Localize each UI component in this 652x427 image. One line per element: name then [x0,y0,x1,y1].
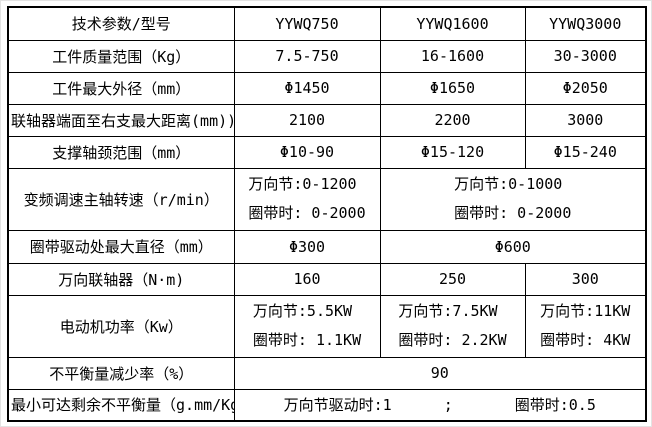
row-motor-power: 电动机功率（Kw） 万向节:5.5KW 圈带时: 1.1KW 万向节:7.5KW… [7,294,647,358]
spec-value: 2100 [233,103,381,137]
spec-value: Φ2050 [524,71,647,105]
spec-value: Φ10-90 [233,135,381,169]
spec-line-universal-joint: 万向节:11KW [540,302,631,320]
row-label: 支撑轴颈范围（mm） [7,135,235,169]
spec-value: 16-1600 [379,39,526,73]
row-unbalance-reduction: 不平衡量减少率（%） 90 [7,356,647,390]
header-model-yywq750: YYWQ750 [233,6,381,41]
spec-value-dual-merged: 万向节:0-1000 圈带时: 0-2000 [379,167,647,231]
row-label: 工件质量范围（Kg） [7,39,235,73]
header-model-yywq1600: YYWQ1600 [379,6,526,41]
row-label: 变频调速主轴转速（r/min） [7,167,235,231]
row-residual-unbalance: 最小可达剩余不平衡量（g.mm/Kg） 万向节驱动时:1 ; 圈带时:0.5 [7,388,647,422]
spec-line-belt: 圈带时: 0-2000 [454,204,572,222]
spec-value: 2200 [379,103,526,137]
row-journal-range: 支撑轴颈范围（mm） Φ10-90 Φ15-120 Φ15-240 [7,135,647,169]
spec-value: 160 [233,262,381,296]
technical-parameters-table: 技术参数/型号 YYWQ750 YYWQ1600 YYWQ3000 工件质量范围… [7,6,647,422]
spec-line-belt: 圈带时: 0-2000 [248,204,366,222]
row-label: 不平衡量减少率（%） [7,356,235,390]
value-separator: ; [443,395,453,414]
spec-line-universal-joint: 万向节:0-1000 [454,175,563,193]
spec-value: Φ15-240 [524,135,647,169]
row-label: 圈带驱动处最大直径（mm） [7,229,235,264]
row-coupling-distance: 联轴器端面至右支最大距离(mm)) 2100 2200 3000 [7,103,647,137]
spec-line-universal-joint: 万向节:7.5KW [398,302,498,320]
row-universal-coupling: 万向联轴器（N·m) 160 250 300 [7,262,647,296]
spec-universal-drive-value: 万向节驱动时:1 [283,396,392,415]
spec-value-dual: 万向节:11KW 圈带时: 4KW [524,294,647,358]
spec-value: 30-3000 [524,39,647,73]
spec-value: 300 [524,262,647,296]
row-label: 电动机功率（Kw） [7,294,235,358]
row-label: 联轴器端面至右支最大距离(mm)) [7,103,235,137]
row-label: 万向联轴器（N·m) [7,262,235,296]
row-mass-range: 工件质量范围（Kg） 7.5-750 16-1600 30-3000 [7,39,647,73]
spec-belt-value: 圈带时:0.5 [514,396,596,415]
header-param-title: 技术参数/型号 [7,6,235,41]
row-belt-drive-diameter: 圈带驱动处最大直径（mm） Φ300 Φ600 [7,229,647,264]
spec-value-merged: Φ600 [379,229,647,264]
spec-line-universal-joint: 万向节:0-1200 [248,175,357,193]
spec-line-belt: 圈带时: 1.1KW [252,331,362,349]
row-label: 最小可达剩余不平衡量（g.mm/Kg） [7,388,235,422]
row-max-outer-diameter: 工件最大外径（mm） Φ1450 Φ1650 Φ2050 [7,71,647,105]
spec-value-dual: 万向节:7.5KW 圈带时: 2.2KW [379,294,526,358]
spec-value: Φ1650 [379,71,526,105]
table-header-row: 技术参数/型号 YYWQ750 YYWQ1600 YYWQ3000 [7,6,647,41]
spec-value: 250 [379,262,526,296]
spec-value: 3000 [524,103,647,137]
spec-value-dual: 万向节:0-1200 圈带时: 0-2000 [233,167,381,231]
spec-value-dual: 万向节:5.5KW 圈带时: 1.1KW [233,294,381,358]
spec-line-belt: 圈带时: 4KW [540,331,631,349]
spec-value: Φ15-120 [379,135,526,169]
row-spindle-speed: 变频调速主轴转速（r/min） 万向节:0-1200 圈带时: 0-2000 万… [7,167,647,231]
spec-value-merged: 90 [233,356,647,390]
spec-value: 7.5-750 [233,39,381,73]
spec-value-merged: 万向节驱动时:1 ; 圈带时:0.5 [233,388,647,422]
spec-value: Φ1450 [233,71,381,105]
spec-line-universal-joint: 万向节:5.5KW [252,302,353,320]
row-label: 工件最大外径（mm） [7,71,235,105]
spec-line-belt: 圈带时: 2.2KW [398,331,507,349]
header-model-yywq3000: YYWQ3000 [524,6,647,41]
spec-value: Φ300 [233,229,381,264]
